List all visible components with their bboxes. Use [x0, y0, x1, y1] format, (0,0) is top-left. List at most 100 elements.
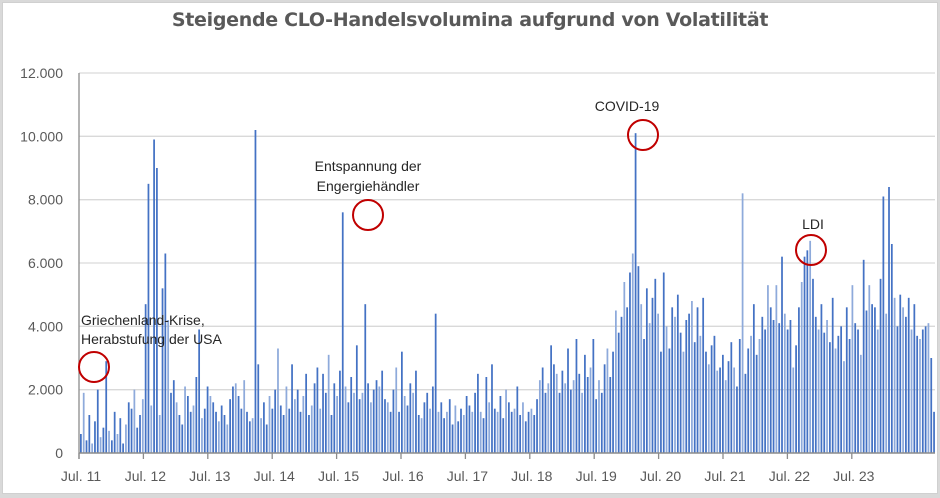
x-tick-labels: Jul. 11 Jul. 12 Jul. 13 Jul. 14 Jul. 15 Jul. … — [61, 468, 875, 484]
bar — [150, 405, 153, 453]
bar — [572, 380, 575, 453]
bar — [119, 418, 122, 453]
bar — [454, 405, 457, 453]
bar — [220, 405, 223, 453]
bar — [226, 424, 229, 453]
bar — [184, 386, 186, 453]
bar — [724, 380, 727, 453]
bar — [434, 313, 437, 453]
bar — [567, 348, 569, 453]
x-tick-label: Jul. 16 — [382, 468, 423, 484]
bar — [595, 399, 598, 453]
bar — [634, 133, 637, 454]
bar — [764, 329, 766, 453]
bar — [679, 332, 682, 453]
bar — [581, 392, 583, 453]
bar — [195, 377, 198, 453]
bar — [493, 408, 496, 453]
x-tick-label: Jul. 20 — [640, 468, 681, 484]
bar — [139, 415, 141, 453]
bar — [803, 256, 806, 453]
bar — [471, 411, 474, 453]
bar — [277, 348, 279, 453]
bar — [319, 408, 322, 453]
bar — [482, 418, 485, 453]
bar — [189, 411, 192, 453]
bar — [178, 415, 181, 453]
bar — [730, 342, 733, 453]
annotation-circle — [627, 119, 659, 151]
bar — [156, 168, 158, 453]
bar — [924, 326, 927, 453]
bar — [316, 367, 319, 453]
bar — [814, 316, 817, 453]
bar — [592, 339, 595, 453]
y-tick-label: 6.000 — [28, 255, 63, 271]
bar — [294, 399, 296, 453]
bar — [820, 304, 823, 453]
bar — [626, 307, 629, 453]
bar — [308, 415, 310, 453]
bar — [389, 411, 392, 453]
bar — [499, 396, 502, 453]
bar — [558, 392, 561, 453]
bar — [446, 411, 448, 453]
bar — [691, 301, 693, 453]
bar — [310, 405, 313, 453]
bar — [251, 418, 254, 453]
bar — [733, 367, 736, 453]
bar — [412, 392, 415, 453]
bar — [716, 370, 719, 453]
bar — [336, 396, 338, 453]
bar — [403, 396, 406, 453]
bar — [893, 297, 896, 453]
bar — [789, 320, 792, 453]
bar — [417, 415, 420, 453]
bar — [409, 383, 412, 453]
bar — [158, 415, 161, 453]
bar — [431, 386, 434, 453]
bar — [510, 411, 513, 453]
bar — [462, 415, 465, 453]
bar — [637, 266, 640, 453]
bar — [229, 399, 231, 453]
bar — [645, 288, 648, 453]
bar — [88, 415, 91, 453]
annotations: Griechenland-Krise, Herabstufung der USA E… — [78, 98, 827, 383]
bar — [274, 389, 277, 453]
bar — [837, 335, 840, 453]
bar — [600, 392, 603, 453]
bar — [198, 329, 201, 453]
bar — [172, 380, 175, 453]
bar — [693, 342, 696, 453]
bar — [246, 411, 248, 453]
bar — [522, 402, 524, 453]
bar — [553, 364, 555, 453]
bar — [538, 380, 541, 453]
bar — [223, 415, 226, 453]
bar — [392, 389, 395, 453]
bar — [423, 402, 426, 453]
annotation-label: LDI — [802, 216, 824, 232]
bar — [313, 383, 316, 453]
bar — [806, 250, 809, 453]
bar — [127, 402, 130, 453]
bar — [722, 354, 724, 453]
bar — [370, 402, 372, 453]
bar — [181, 424, 184, 453]
x-tick-label: Jul. 18 — [511, 468, 552, 484]
bar — [741, 193, 744, 453]
bar — [812, 278, 814, 453]
bar — [443, 418, 445, 453]
bar — [254, 130, 257, 453]
bar — [848, 339, 851, 453]
bar — [699, 335, 702, 453]
bar — [361, 392, 364, 453]
bar — [364, 304, 367, 453]
bar — [688, 313, 690, 453]
bar — [508, 402, 510, 453]
bar — [933, 411, 935, 453]
bar — [643, 339, 645, 453]
bar — [161, 288, 164, 453]
bar — [415, 370, 417, 453]
